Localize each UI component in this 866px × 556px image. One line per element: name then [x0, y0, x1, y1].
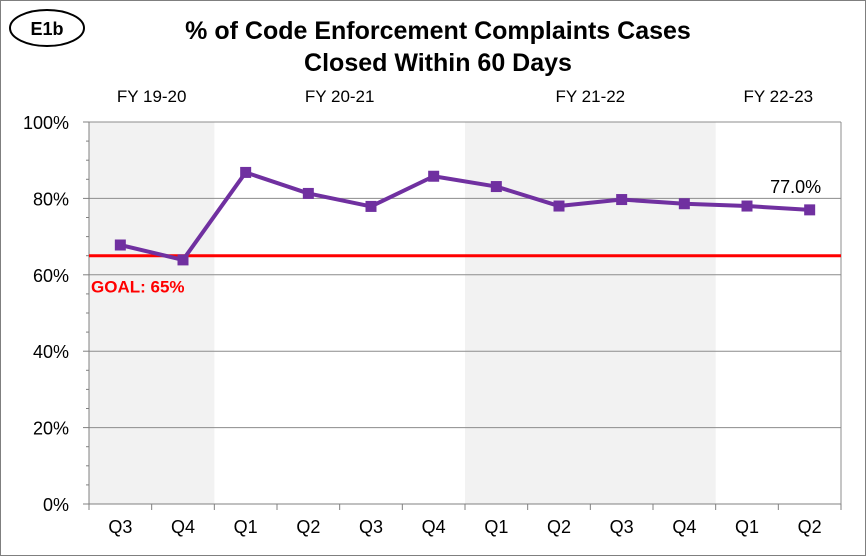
- fy-label: FY 20-21: [305, 87, 375, 106]
- fiscal-year-labels: FY 19-20 FY 20-21 FY 21-22 FY 22-23: [117, 87, 813, 106]
- x-tick-label: Q2: [798, 517, 822, 537]
- x-tick-label: Q2: [547, 517, 571, 537]
- data-point-marker: [804, 204, 816, 216]
- y-tick-label: 20%: [33, 419, 69, 439]
- badge-oval: [9, 9, 85, 47]
- data-point-marker: [428, 170, 440, 182]
- x-tick-label: Q2: [296, 517, 320, 537]
- chart-subtitle: Closed Within 60 Days: [304, 49, 572, 77]
- badge-label: E1b: [30, 19, 63, 39]
- data-point-marker: [240, 166, 252, 178]
- x-axis-tick-labels: Q3 Q4 Q1 Q2 Q3 Q4 Q1 Q2 Q3 Q4 Q1 Q2: [108, 517, 821, 537]
- data-point-marker: [302, 187, 314, 199]
- fy-label: FY 21-22: [556, 87, 626, 106]
- fy-label: FY 19-20: [117, 87, 187, 106]
- data-point-marker: [553, 200, 565, 212]
- data-point-marker: [177, 254, 189, 266]
- y-tick-label: 40%: [33, 342, 69, 362]
- data-point-marker: [114, 239, 126, 251]
- x-tick-label: Q3: [359, 517, 383, 537]
- fy-label: FY 22-23: [744, 87, 814, 106]
- fiscal-year-shading: [89, 122, 716, 504]
- fy-shade-band: [89, 122, 215, 504]
- y-axis-tick-labels: 0% 20% 40% 60% 80% 100%: [23, 113, 69, 515]
- chart-title: % of Code Enforcement Complaints Cases: [185, 17, 691, 45]
- axes: [88, 122, 842, 510]
- data-point-marker: [678, 198, 690, 210]
- y-tick-label: 100%: [23, 113, 69, 133]
- fy-shade-band: [465, 122, 716, 504]
- x-tick-label: Q4: [672, 517, 696, 537]
- x-tick-label: Q4: [171, 517, 195, 537]
- x-tick-label: Q1: [234, 517, 258, 537]
- y-tick-label: 80%: [33, 189, 69, 209]
- goal-line-group: GOAL: 65%: [89, 254, 841, 297]
- y-tick-label: 0%: [43, 495, 69, 515]
- data-point-marker: [365, 200, 377, 212]
- data-point-marker: [616, 194, 628, 206]
- series-line: [119, 170, 810, 262]
- x-tick-label: Q1: [484, 517, 508, 537]
- chart-badge: E1b: [9, 9, 85, 47]
- x-tick-label: Q1: [735, 517, 759, 537]
- goal-label: GOAL: 65%: [91, 278, 185, 297]
- series-group: 77.0%: [114, 166, 821, 266]
- x-tick-label: Q3: [108, 517, 132, 537]
- data-point-marker: [741, 200, 753, 212]
- y-tick-label: 60%: [33, 266, 69, 286]
- data-point-marker: [490, 181, 502, 193]
- data-label: 77.0%: [770, 177, 821, 197]
- x-tick-label: Q4: [422, 517, 446, 537]
- x-tick-label: Q3: [610, 517, 634, 537]
